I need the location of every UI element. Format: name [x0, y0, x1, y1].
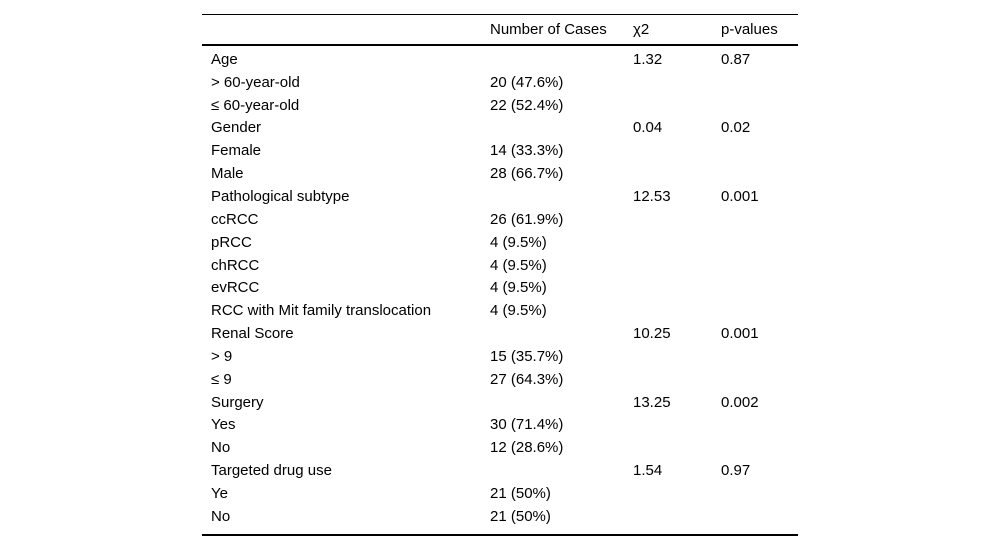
cell-p-value: 0.001	[721, 187, 759, 205]
cell-p-value: 0.002	[721, 393, 759, 411]
table-row: > 60-year-old 20 (47.6%)	[202, 71, 798, 94]
table-row: Male 28 (66.7%)	[202, 162, 798, 185]
cell-number-of-cases: 12 (28.6%)	[490, 439, 564, 457]
cell-label: ≤ 9	[211, 370, 232, 388]
cell-p-value: 0.02	[721, 119, 751, 137]
cell-label: Gender	[211, 119, 262, 137]
table-row: ≤ 60-year-old 22 (52.4%)	[202, 94, 798, 117]
cell-label: Yes	[211, 416, 236, 434]
cell-number-of-cases: 4 (9.5%)	[490, 302, 547, 320]
cell-label: chRCC	[211, 256, 260, 274]
cell-label: Male	[211, 165, 244, 183]
cell-p-value: 0.97	[721, 462, 751, 480]
table-row: Female 14 (33.3%)	[202, 139, 798, 162]
cell-p-value: 0.87	[721, 50, 751, 68]
column-header-number-of-cases: Number of Cases	[490, 21, 607, 38]
table-row: ccRCC 26 (61.9%)	[202, 208, 798, 231]
cell-number-of-cases: 4 (9.5%)	[490, 279, 547, 297]
cell-p-value: 0.001	[721, 325, 759, 343]
cell-label: Pathological subtype	[211, 187, 350, 205]
table-row: Age 1.32 0.87	[202, 48, 798, 71]
column-header-p-values: p-values	[721, 21, 778, 38]
table-row: Targeted drug use 1.54 0.97	[202, 459, 798, 482]
statistics-table: Number of Cases χ2 p-values Age 1.32 0.8…	[202, 14, 798, 536]
table-row: Gender 0.04 0.02	[202, 117, 798, 140]
cell-label: Surgery	[211, 393, 264, 411]
cell-label: Female	[211, 142, 262, 160]
column-header-chi-square: χ2	[633, 21, 650, 38]
cell-chi-square: 10.25	[633, 325, 671, 343]
cell-chi-square: 13.25	[633, 393, 671, 411]
cell-chi-square: 1.54	[633, 462, 663, 480]
table-row: Surgery 13.25 0.002	[202, 391, 798, 414]
cell-number-of-cases: 21 (50%)	[490, 484, 551, 502]
cell-number-of-cases: 15 (35.7%)	[490, 347, 564, 365]
cell-label: No	[211, 507, 231, 525]
table-row: Pathological subtype 12.53 0.001	[202, 185, 798, 208]
cell-number-of-cases: 27 (64.3%)	[490, 370, 564, 388]
cell-chi-square: 12.53	[633, 187, 671, 205]
cell-label: > 60-year-old	[211, 73, 300, 91]
cell-label: pRCC	[211, 233, 252, 251]
cell-label: ≤ 60-year-old	[211, 96, 300, 114]
table-row: Ye 21 (50%)	[202, 482, 798, 505]
cell-label: Ye	[211, 484, 228, 502]
table-row: > 9 15 (35.7%)	[202, 345, 798, 368]
cell-number-of-cases: 26 (61.9%)	[490, 210, 564, 228]
table-row: ≤ 9 27 (64.3%)	[202, 368, 798, 391]
table-header-row: Number of Cases χ2 p-values	[202, 15, 798, 46]
table-row: Renal Score 10.25 0.001	[202, 322, 798, 345]
cell-number-of-cases: 28 (66.7%)	[490, 165, 564, 183]
cell-chi-square: 1.32	[633, 50, 663, 68]
table-row: chRCC 4 (9.5%)	[202, 254, 798, 277]
cell-label: RCC with Mit family translocation	[211, 302, 432, 320]
cell-number-of-cases: 4 (9.5%)	[490, 256, 547, 274]
cell-number-of-cases: 21 (50%)	[490, 507, 551, 525]
table-row: No 21 (50%)	[202, 505, 798, 528]
cell-number-of-cases: 4 (9.5%)	[490, 233, 547, 251]
cell-label: > 9	[211, 347, 233, 365]
cell-number-of-cases: 30 (71.4%)	[490, 416, 564, 434]
cell-number-of-cases: 22 (52.4%)	[490, 96, 564, 114]
cell-number-of-cases: 14 (33.3%)	[490, 142, 564, 160]
table-row: RCC with Mit family translocation 4 (9.5…	[202, 299, 798, 322]
cell-label: evRCC	[211, 279, 260, 297]
table-row: evRCC 4 (9.5%)	[202, 276, 798, 299]
cell-label: Renal Score	[211, 325, 294, 343]
cell-label: Age	[211, 50, 238, 68]
table-row: No 12 (28.6%)	[202, 436, 798, 459]
table-body: Age 1.32 0.87 > 60-year-old 20 (47.6%) ≤…	[202, 46, 798, 534]
cell-label: No	[211, 439, 231, 457]
cell-number-of-cases: 20 (47.6%)	[490, 73, 564, 91]
cell-label: Targeted drug use	[211, 462, 332, 480]
table-row: pRCC 4 (9.5%)	[202, 231, 798, 254]
table-row: Yes 30 (71.4%)	[202, 414, 798, 437]
cell-chi-square: 0.04	[633, 119, 663, 137]
cell-label: ccRCC	[211, 210, 259, 228]
